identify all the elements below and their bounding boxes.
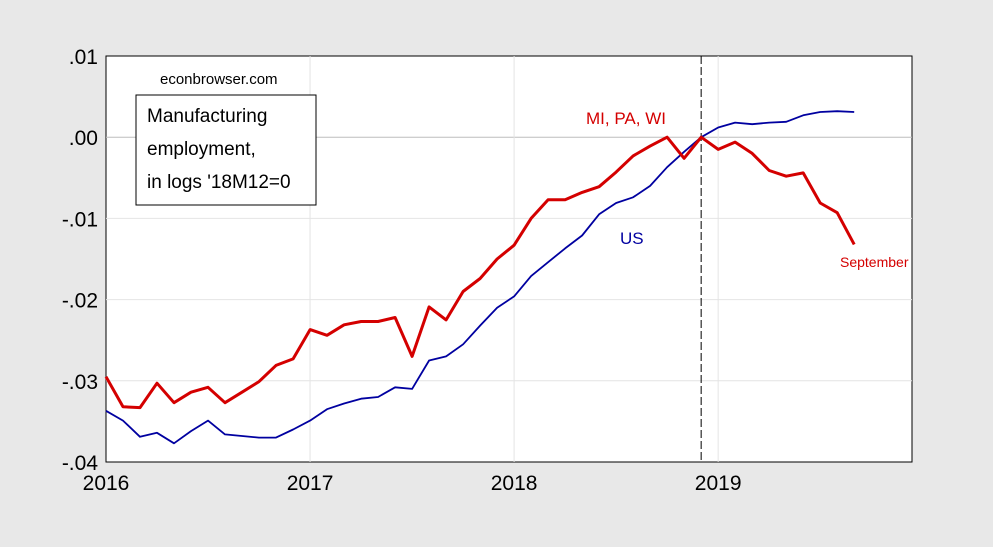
x-tick-label: 2016 xyxy=(83,472,130,495)
y-tick-label: -.04 xyxy=(62,452,99,475)
x-tick-label: 2019 xyxy=(695,472,742,495)
series-label-us: US xyxy=(620,229,644,248)
series-label-mi-pa-wi: MI, PA, WI xyxy=(586,109,666,128)
y-tick-label: -.01 xyxy=(62,208,98,231)
x-tick-label: 2017 xyxy=(287,472,334,495)
legend-box-line-1: Manufacturing xyxy=(147,106,267,127)
y-tick-label: .00 xyxy=(69,127,98,150)
y-axis: .01 .00 -.01 -.02 -.03 -.04 xyxy=(62,46,99,475)
legend-box: Manufacturing employment, in logs '18M12… xyxy=(135,94,317,206)
y-tick-label: .01 xyxy=(69,46,98,69)
y-tick-label: -.02 xyxy=(62,290,98,313)
x-axis: 2016 2017 2018 2019 xyxy=(83,472,742,495)
x-tick-label: 2018 xyxy=(491,472,538,495)
series-line-mi-pa-wi xyxy=(104,135,856,410)
series-end-label-september: September xyxy=(840,254,909,270)
series-group xyxy=(104,110,856,445)
series-line-us xyxy=(105,110,855,445)
legend-box-line-3: in logs '18M12=0 xyxy=(147,172,291,193)
y-tick-label: -.03 xyxy=(62,371,98,394)
legend-box-line-2: employment, xyxy=(147,139,256,160)
watermark: econbrowser.com xyxy=(160,71,278,88)
